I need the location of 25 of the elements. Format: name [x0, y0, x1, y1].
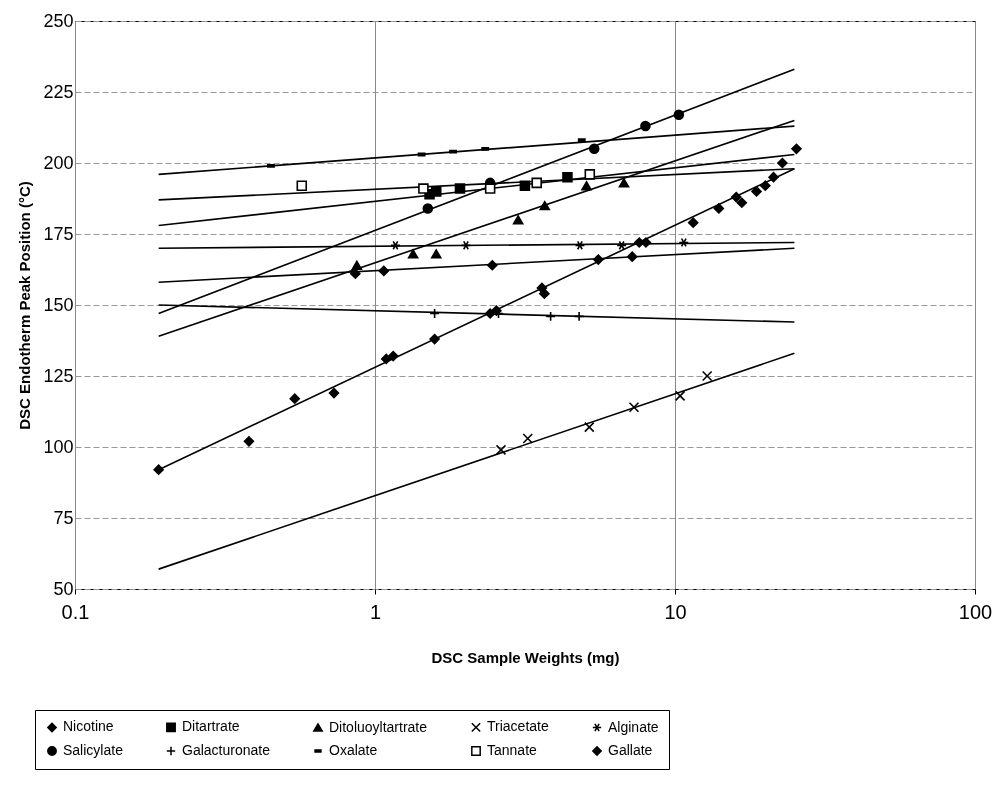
legend-label: Ditartrate: [182, 718, 240, 735]
legend-label: Galacturonate: [182, 742, 271, 758]
y-tick-label: 225: [43, 81, 74, 102]
legend-label: Ditoluoyltartrate: [329, 718, 428, 735]
legend-label: Nicotine: [63, 718, 114, 735]
x-tick-label: 0.1: [61, 600, 90, 623]
legend-label: Oxalate: [329, 742, 378, 758]
legend-label: Salicylate: [63, 742, 124, 758]
y-tick-label: 175: [43, 223, 74, 244]
y-tick-label: 200: [43, 152, 74, 173]
legend-label: Alginate: [608, 718, 659, 735]
y-tick-label: 150: [43, 294, 74, 315]
y-tick-label: 75: [53, 507, 74, 528]
x-tick-label: 100: [958, 600, 993, 623]
x-tick-label: 1: [369, 600, 382, 623]
legend-label: Triacetate: [487, 718, 549, 735]
y-tick-label: 250: [43, 10, 74, 31]
x-axis-title: DSC Sample Weights (mg): [431, 648, 620, 666]
legend-label: Gallate: [608, 742, 653, 758]
y-tick-label: 125: [43, 365, 74, 386]
legend-label: Tannate: [487, 742, 538, 758]
y-axis-title: DSC Endotherm Peak Position (°C): [16, 181, 34, 430]
y-tick-label: 100: [43, 436, 74, 457]
x-tick-label: 10: [664, 600, 687, 623]
y-tick-label: 50: [53, 578, 74, 599]
